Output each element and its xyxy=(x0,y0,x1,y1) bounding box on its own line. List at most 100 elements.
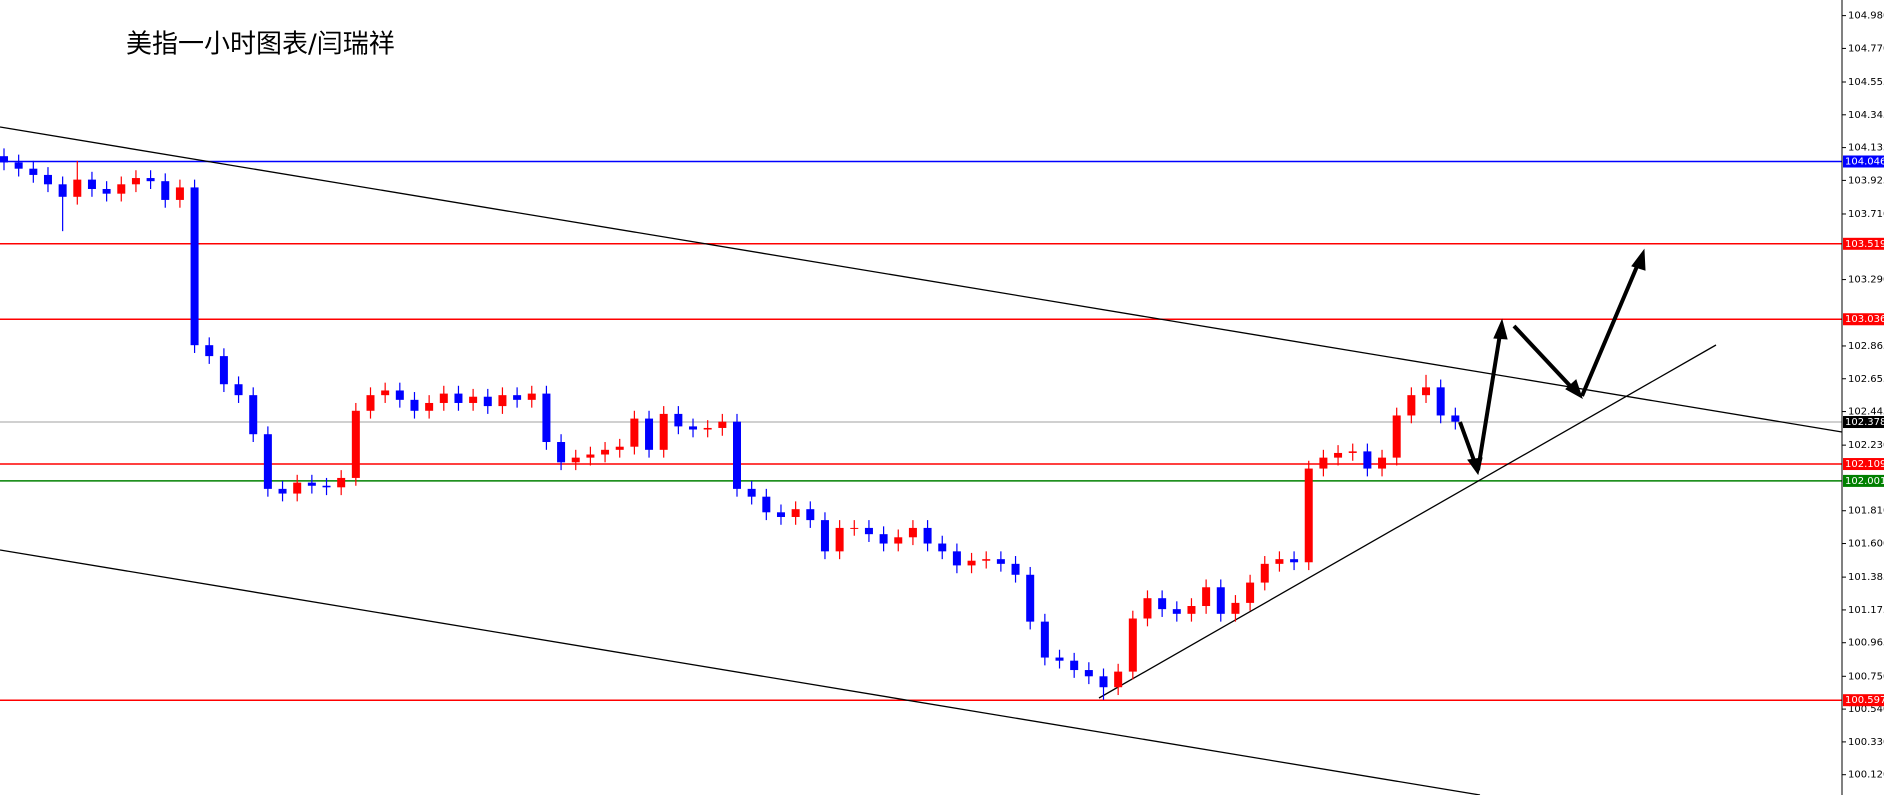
candle-body xyxy=(190,187,199,346)
arrowhead xyxy=(1493,318,1508,340)
candle-body xyxy=(1026,574,1035,622)
candle-body xyxy=(1158,598,1167,610)
candle-body xyxy=(73,179,82,197)
candle-body xyxy=(674,413,683,427)
candle-body xyxy=(0,156,8,163)
candle-body xyxy=(791,509,800,517)
y-tick-label: 102.445 xyxy=(1848,407,1884,418)
candle-body xyxy=(1011,563,1020,575)
level-label: 103.036 xyxy=(1845,314,1884,325)
candle-body xyxy=(571,457,580,463)
y-tick-label: 100.540 xyxy=(1848,704,1884,715)
y-tick-label: 102.865 xyxy=(1848,341,1884,352)
candle-body xyxy=(14,162,23,169)
candle-body xyxy=(630,418,639,447)
candle-body xyxy=(776,512,785,517)
y-tick-label: 103.710 xyxy=(1848,209,1884,220)
candle-body xyxy=(1304,468,1313,563)
arrowhead xyxy=(1631,248,1646,271)
arrow xyxy=(1476,333,1502,471)
candle-body xyxy=(1128,618,1137,672)
y-tick-label: 104.135 xyxy=(1848,143,1884,154)
candle-body xyxy=(996,559,1005,564)
level-label-bg xyxy=(1843,237,1884,250)
candle-body xyxy=(483,396,492,407)
channel-upper xyxy=(0,126,1843,433)
candle-body xyxy=(278,488,287,494)
candle-body xyxy=(1436,387,1445,416)
y-tick-label: 100.750 xyxy=(1848,671,1884,682)
y-tick-label: 100.965 xyxy=(1848,638,1884,649)
candle-body xyxy=(366,395,375,411)
level-label: 100.597 xyxy=(1845,695,1884,706)
candle-body xyxy=(938,543,947,552)
candle-body xyxy=(1319,457,1328,469)
y-tick-label: 104.770 xyxy=(1848,43,1884,54)
candle-body xyxy=(762,496,771,513)
candle-body xyxy=(1407,395,1416,416)
candle-body xyxy=(747,488,756,497)
candle-body xyxy=(703,427,712,430)
candle-body xyxy=(454,393,463,403)
y-tick-label: 103.290 xyxy=(1848,275,1884,286)
candle-body xyxy=(1231,602,1240,614)
candle-body xyxy=(1260,563,1269,583)
y-tick-label: 104.980 xyxy=(1848,11,1884,22)
candle-body xyxy=(1143,598,1152,619)
candles xyxy=(0,148,1460,700)
candle-body xyxy=(894,537,903,544)
level-lines xyxy=(0,160,1842,701)
level-label: 102.001 xyxy=(1845,476,1884,487)
candle-body xyxy=(850,527,859,529)
candle-body xyxy=(659,413,668,450)
level-label-bg xyxy=(1843,155,1884,168)
candle-body xyxy=(820,520,829,552)
candle-body xyxy=(1084,670,1093,677)
price-axis-bg xyxy=(1842,0,1884,795)
candle-body xyxy=(381,390,390,396)
arrow xyxy=(1580,263,1640,397)
y-tick-label: 101.385 xyxy=(1848,572,1884,583)
y-tick-label: 100.120 xyxy=(1848,770,1884,781)
candle-body xyxy=(1216,587,1225,614)
level-label: 103.519 xyxy=(1845,239,1884,250)
candle-body xyxy=(425,402,434,411)
candle-body xyxy=(952,551,961,566)
candle-body xyxy=(1334,452,1343,458)
candle-body xyxy=(293,482,302,494)
candle-body xyxy=(923,527,932,544)
candle-body xyxy=(586,454,595,458)
candle-body xyxy=(967,560,976,566)
level-labels: 104.046 103.519 103.036 102.378 102.109 102.0… xyxy=(1843,155,1884,707)
candle-body xyxy=(864,527,873,535)
candle-body xyxy=(234,384,243,396)
candle-body xyxy=(131,178,140,185)
level-label-bg xyxy=(1843,416,1884,429)
candle-body xyxy=(337,477,346,488)
arrowhead xyxy=(1565,379,1583,400)
candle-body xyxy=(645,418,654,450)
y-tick-label: 101.600 xyxy=(1848,539,1884,550)
candle-body xyxy=(307,482,316,486)
candle-body xyxy=(1392,415,1401,458)
candle-body xyxy=(1348,451,1357,453)
candle-body xyxy=(601,449,610,455)
channel-lower xyxy=(0,549,1481,795)
level-label-bg xyxy=(1843,313,1884,326)
candle-body xyxy=(469,396,478,403)
candle-body xyxy=(87,179,96,189)
candle-body xyxy=(161,181,170,200)
candle-body xyxy=(879,534,888,544)
candle-body xyxy=(718,421,727,428)
level-label: 102.378 xyxy=(1845,417,1884,428)
level-label: 102.109 xyxy=(1845,459,1884,470)
price-axis-ticks: 104.980 104.770 104.555 104.345 104.135 103.9… xyxy=(1842,11,1884,781)
candle-body xyxy=(1114,671,1123,688)
candle-body xyxy=(1246,582,1255,603)
candle-body xyxy=(263,434,272,489)
candle-body xyxy=(1187,606,1196,614)
arrow xyxy=(1458,421,1478,467)
candle-body xyxy=(1378,457,1387,469)
